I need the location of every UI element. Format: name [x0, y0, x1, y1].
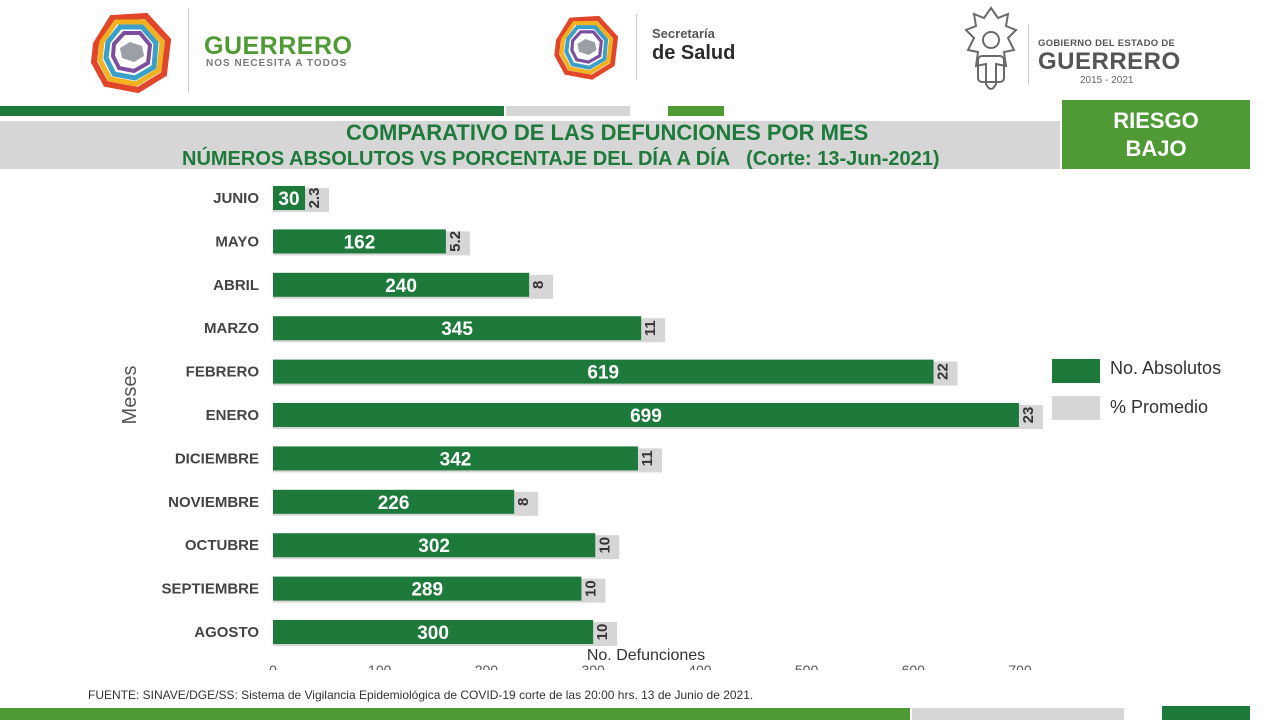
top-stripe-lightgreen — [668, 106, 724, 116]
bar-value-label: 699 — [630, 406, 662, 427]
x-tick-label: 700 — [1008, 662, 1032, 670]
x-tick-label: 500 — [795, 662, 819, 670]
legend-label-promedio: % Promedio — [1110, 397, 1209, 417]
bar-chart: Meses No. Defunciones JUNIO 30 2.3 MAYO 162 5… — [119, 186, 1043, 670]
guerrero-logo-icon — [90, 12, 172, 94]
risk-label: RIESGO BAJO — [1113, 108, 1199, 161]
bar-percent-label: 2.3 — [306, 188, 323, 209]
bar-value-label: 289 — [411, 580, 443, 601]
bar-percent-label: 10 — [582, 580, 599, 597]
brand-name: GUERRERO — [204, 32, 353, 60]
category-label: MARZO — [204, 320, 259, 337]
bar-percent-label: 11 — [639, 450, 656, 466]
bar-value-label: 619 — [587, 363, 619, 384]
header-divider-3 — [1028, 24, 1029, 84]
category-label: DICIEMBRE — [175, 450, 259, 467]
bar-absolutos — [273, 489, 515, 514]
top-stripe-green — [0, 106, 504, 116]
bar-percent-label: 8 — [530, 281, 547, 289]
y-axis-label: Meses — [119, 366, 141, 425]
legend-swatch-promedio — [1052, 396, 1100, 420]
brand-tagline: NOS NECESITA A TODOS — [206, 58, 348, 69]
category-label: NOVIEMBRE — [168, 494, 259, 511]
x-axis-label: No. Defunciones — [587, 647, 705, 664]
bar-percent-label: 11 — [642, 320, 659, 336]
salud-line1: Secretaría — [652, 26, 715, 41]
bar-absolutos — [273, 446, 638, 471]
chart-title: COMPARATIVO DE LAS DEFUNCIONES POR MES — [346, 120, 869, 145]
bar-percent-label: 10 — [596, 537, 613, 554]
legend-label-absolutos: No. Absolutos — [1110, 358, 1222, 378]
salud-logo — [552, 12, 622, 82]
footer-source: FUENTE: SINAVE/DGE/SS: Sistema de Vigila… — [88, 688, 754, 702]
top-stripe-gray — [506, 106, 630, 116]
category-label: AGOSTO — [194, 624, 259, 641]
x-tick-label: 300 — [581, 662, 605, 670]
category-label: MAYO — [215, 233, 259, 250]
header-divider-2 — [636, 14, 637, 80]
category-label: OCTUBRE — [185, 537, 259, 554]
category-label: ENERO — [206, 407, 260, 424]
bottom-stripe-gray — [912, 708, 1124, 720]
bar-value-label: 300 — [417, 623, 449, 644]
bottom-stripe-darkgreen — [1162, 706, 1250, 720]
salud-logo-icon — [554, 15, 619, 80]
state-seal-icon — [964, 6, 1018, 90]
bar-value-label: 162 — [344, 232, 376, 253]
x-tick-label: 400 — [688, 662, 712, 670]
chart-subtitle: NÚMEROS ABSOLUTOS VS PORCENTAJE DEL DÍA … — [182, 148, 940, 170]
gob-line1: GOBIERNO DEL ESTADO DE — [1038, 38, 1176, 49]
category-label: SEPTIEMBRE — [161, 581, 259, 598]
x-tick-label: 100 — [368, 662, 392, 670]
bar-percent-label: 23 — [1020, 407, 1037, 424]
salud-line2: de Salud — [652, 42, 736, 64]
bottom-stripe-green — [0, 708, 910, 720]
bar-absolutos — [273, 533, 596, 558]
category-label: JUNIO — [213, 190, 259, 207]
category-label: FEBRERO — [186, 364, 260, 381]
legend-swatch-absolutos — [1052, 359, 1100, 383]
bar-value-label: 226 — [378, 493, 410, 514]
bar-percent-label: 10 — [594, 624, 611, 641]
bar-absolutos — [273, 359, 934, 384]
bar-value-label: 345 — [441, 319, 473, 340]
bar-absolutos — [273, 620, 594, 644]
bar-absolutos — [273, 576, 582, 601]
state-seal — [960, 4, 1022, 100]
bar-value-label: 30 — [278, 189, 299, 210]
title-band — [0, 121, 1060, 169]
bar-percent-label: 8 — [515, 498, 532, 506]
risk-badge: RIESGO BAJO — [1062, 100, 1250, 169]
bar-value-label: 240 — [385, 276, 417, 297]
bar-percent-label: 5.2 — [447, 231, 464, 252]
bar-value-label: 342 — [440, 449, 472, 470]
bar-absolutos — [273, 229, 446, 254]
bar-absolutos — [273, 272, 530, 297]
bar-absolutos — [273, 186, 306, 210]
x-tick-label: 200 — [475, 662, 499, 670]
guerrero-logo — [88, 8, 176, 96]
bar-absolutos — [273, 316, 642, 341]
category-label: ABRIL — [213, 277, 259, 294]
x-tick-label: 0 — [269, 662, 277, 670]
x-tick-label: 600 — [902, 662, 926, 670]
header-divider-1 — [188, 8, 189, 92]
gob-years: 2015 - 2021 — [1080, 75, 1134, 86]
gob-line2: GUERRERO — [1038, 48, 1181, 75]
bar-absolutos — [273, 403, 1019, 427]
bar-percent-label: 22 — [935, 363, 952, 380]
bar-value-label: 302 — [418, 536, 450, 557]
